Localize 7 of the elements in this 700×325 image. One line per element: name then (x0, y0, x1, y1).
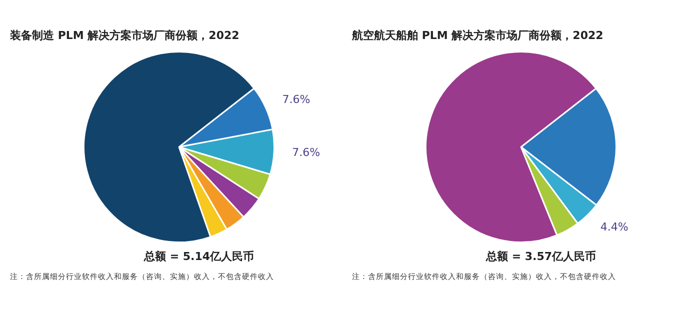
text: 总额 = 3.57亿人民币 (484, 249, 598, 264)
data-label: 7.6% (282, 93, 310, 106)
chart-title: 航空航天船舶 PLM 解决方案市场厂商份额，2022 (351, 28, 604, 43)
chart-title: 装备制造 PLM 解决方案市场厂商份额，2022 (9, 28, 240, 43)
data-label: 7.6% (292, 146, 320, 159)
text: 总额 = 5.14亿人民币 (142, 249, 256, 264)
data-label: 4.4% (600, 220, 628, 234)
